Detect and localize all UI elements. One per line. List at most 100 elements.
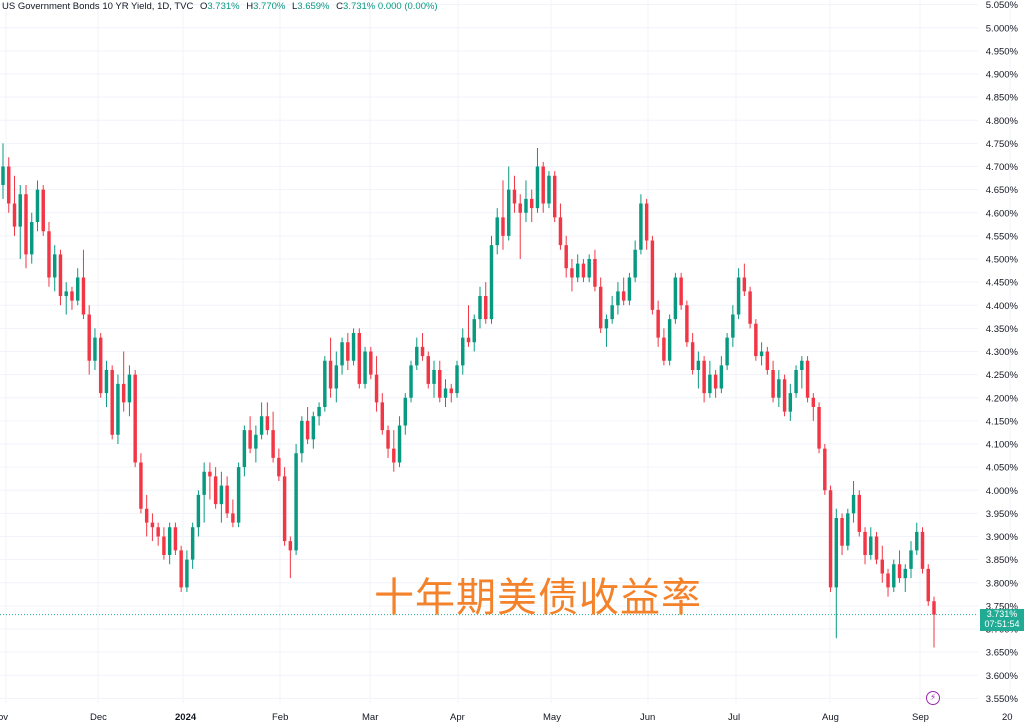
candle-body bbox=[495, 217, 499, 246]
last-price-badge: 3.731% 07:51:54 bbox=[980, 608, 1024, 631]
y-tick-label: 3.550% bbox=[986, 694, 1019, 705]
candle-body bbox=[461, 337, 465, 366]
candle-body bbox=[570, 268, 574, 278]
y-tick-label: 3.750% bbox=[986, 601, 1019, 612]
y-tick-label: 5.000% bbox=[986, 23, 1019, 34]
chart-legend: US Government Bonds 10 YR Yield, 1D, TVC… bbox=[2, 1, 438, 12]
candle-body bbox=[604, 319, 609, 329]
y-tick-label: 4.700% bbox=[986, 162, 1019, 173]
candle-body bbox=[920, 531, 925, 569]
candle-body bbox=[788, 393, 793, 412]
candle-body bbox=[484, 296, 488, 320]
y-tick-label: 4.050% bbox=[986, 463, 1019, 474]
candle-body bbox=[472, 319, 476, 343]
candle-body bbox=[311, 416, 316, 440]
x-tick-label: Dec bbox=[90, 712, 107, 723]
candle-body bbox=[598, 286, 603, 329]
candle-body bbox=[443, 388, 448, 398]
candle-body bbox=[794, 370, 798, 394]
candle-body bbox=[644, 203, 649, 241]
candle-body bbox=[903, 568, 907, 579]
candle-body bbox=[696, 360, 701, 370]
y-axis[interactable]: 5.050% 5.000% 4.950% 4.900% 4.850% 4.800% 4.75… bbox=[986, 0, 1019, 705]
candles bbox=[1, 143, 936, 648]
candle-body bbox=[466, 337, 471, 343]
candle-body bbox=[374, 374, 379, 403]
overlay-caption: 十年期美债收益率 bbox=[374, 575, 702, 621]
candle-body bbox=[52, 254, 57, 278]
candle-body bbox=[742, 277, 747, 292]
candle-body bbox=[828, 490, 833, 588]
candle-body bbox=[98, 337, 103, 394]
candle-body bbox=[70, 291, 74, 301]
candle-body bbox=[564, 245, 568, 269]
lightning-icon[interactable]: ⚡ bbox=[926, 691, 940, 705]
candle-body bbox=[575, 263, 580, 278]
x-tick-label: ov bbox=[0, 712, 8, 723]
candle-body bbox=[35, 189, 40, 222]
candle-body bbox=[144, 508, 149, 523]
candle-body bbox=[300, 420, 304, 454]
candle-body bbox=[857, 494, 862, 532]
candle-body bbox=[915, 531, 919, 551]
candle-body bbox=[323, 360, 327, 407]
candle-body bbox=[587, 259, 591, 278]
candle-body bbox=[501, 217, 505, 236]
x-tick-label: 2024 bbox=[175, 712, 197, 723]
candle-body bbox=[679, 277, 683, 306]
candle-body bbox=[277, 457, 281, 477]
candle-body bbox=[282, 476, 287, 542]
candle-body bbox=[639, 203, 643, 250]
candle-body bbox=[552, 175, 557, 218]
candle-body bbox=[616, 291, 620, 306]
x-axis[interactable]: ov Dec 2024 Feb Mar Apr May Jun Jul Aug Sep 20 bbox=[0, 712, 1013, 723]
low-label: L bbox=[291, 1, 298, 12]
candle-body bbox=[225, 485, 229, 514]
candle-body bbox=[593, 259, 597, 287]
candle-body bbox=[219, 485, 224, 505]
candle-body bbox=[512, 189, 517, 204]
y-tick-label: 3.900% bbox=[986, 532, 1019, 543]
candle-body bbox=[173, 527, 178, 551]
y-tick-label: 4.100% bbox=[986, 440, 1019, 451]
candle-body bbox=[777, 379, 781, 398]
candle-body bbox=[179, 550, 183, 588]
candle-body bbox=[892, 564, 896, 588]
candle-body bbox=[242, 430, 247, 468]
candle-body bbox=[208, 471, 212, 477]
candle-body bbox=[851, 494, 856, 514]
candle-body bbox=[673, 277, 678, 320]
candle-body bbox=[719, 365, 724, 389]
candle-body bbox=[116, 383, 120, 435]
y-tick-label: 4.150% bbox=[986, 416, 1019, 427]
candle-body bbox=[305, 420, 310, 440]
y-tick-label: 3.950% bbox=[986, 509, 1019, 520]
candle-body bbox=[294, 453, 298, 551]
candle-body bbox=[489, 245, 494, 320]
candle-body bbox=[7, 166, 11, 204]
candle-body bbox=[759, 351, 764, 357]
candle-body bbox=[47, 231, 51, 278]
candle-body bbox=[621, 291, 626, 301]
candle-body bbox=[846, 513, 850, 546]
candle-body bbox=[518, 203, 522, 213]
candle-body bbox=[397, 425, 402, 463]
candle-body bbox=[340, 342, 344, 366]
y-tick-label: 4.450% bbox=[986, 278, 1019, 289]
candle-body bbox=[627, 277, 632, 301]
candle-body bbox=[823, 448, 827, 491]
x-tick-label: Aug bbox=[822, 712, 839, 723]
candle-body bbox=[863, 531, 867, 555]
x-tick-label: Feb bbox=[272, 712, 288, 723]
candle-body bbox=[547, 175, 551, 204]
candle-body bbox=[800, 360, 804, 370]
candle-body bbox=[58, 254, 63, 296]
y-tick-label: 4.950% bbox=[986, 46, 1019, 57]
candle-body bbox=[708, 374, 712, 394]
grid-lines bbox=[0, 0, 1011, 703]
candle-body bbox=[380, 402, 385, 431]
y-tick-label: 3.650% bbox=[986, 648, 1019, 659]
candle-body bbox=[782, 379, 787, 412]
candle-body bbox=[702, 360, 706, 394]
